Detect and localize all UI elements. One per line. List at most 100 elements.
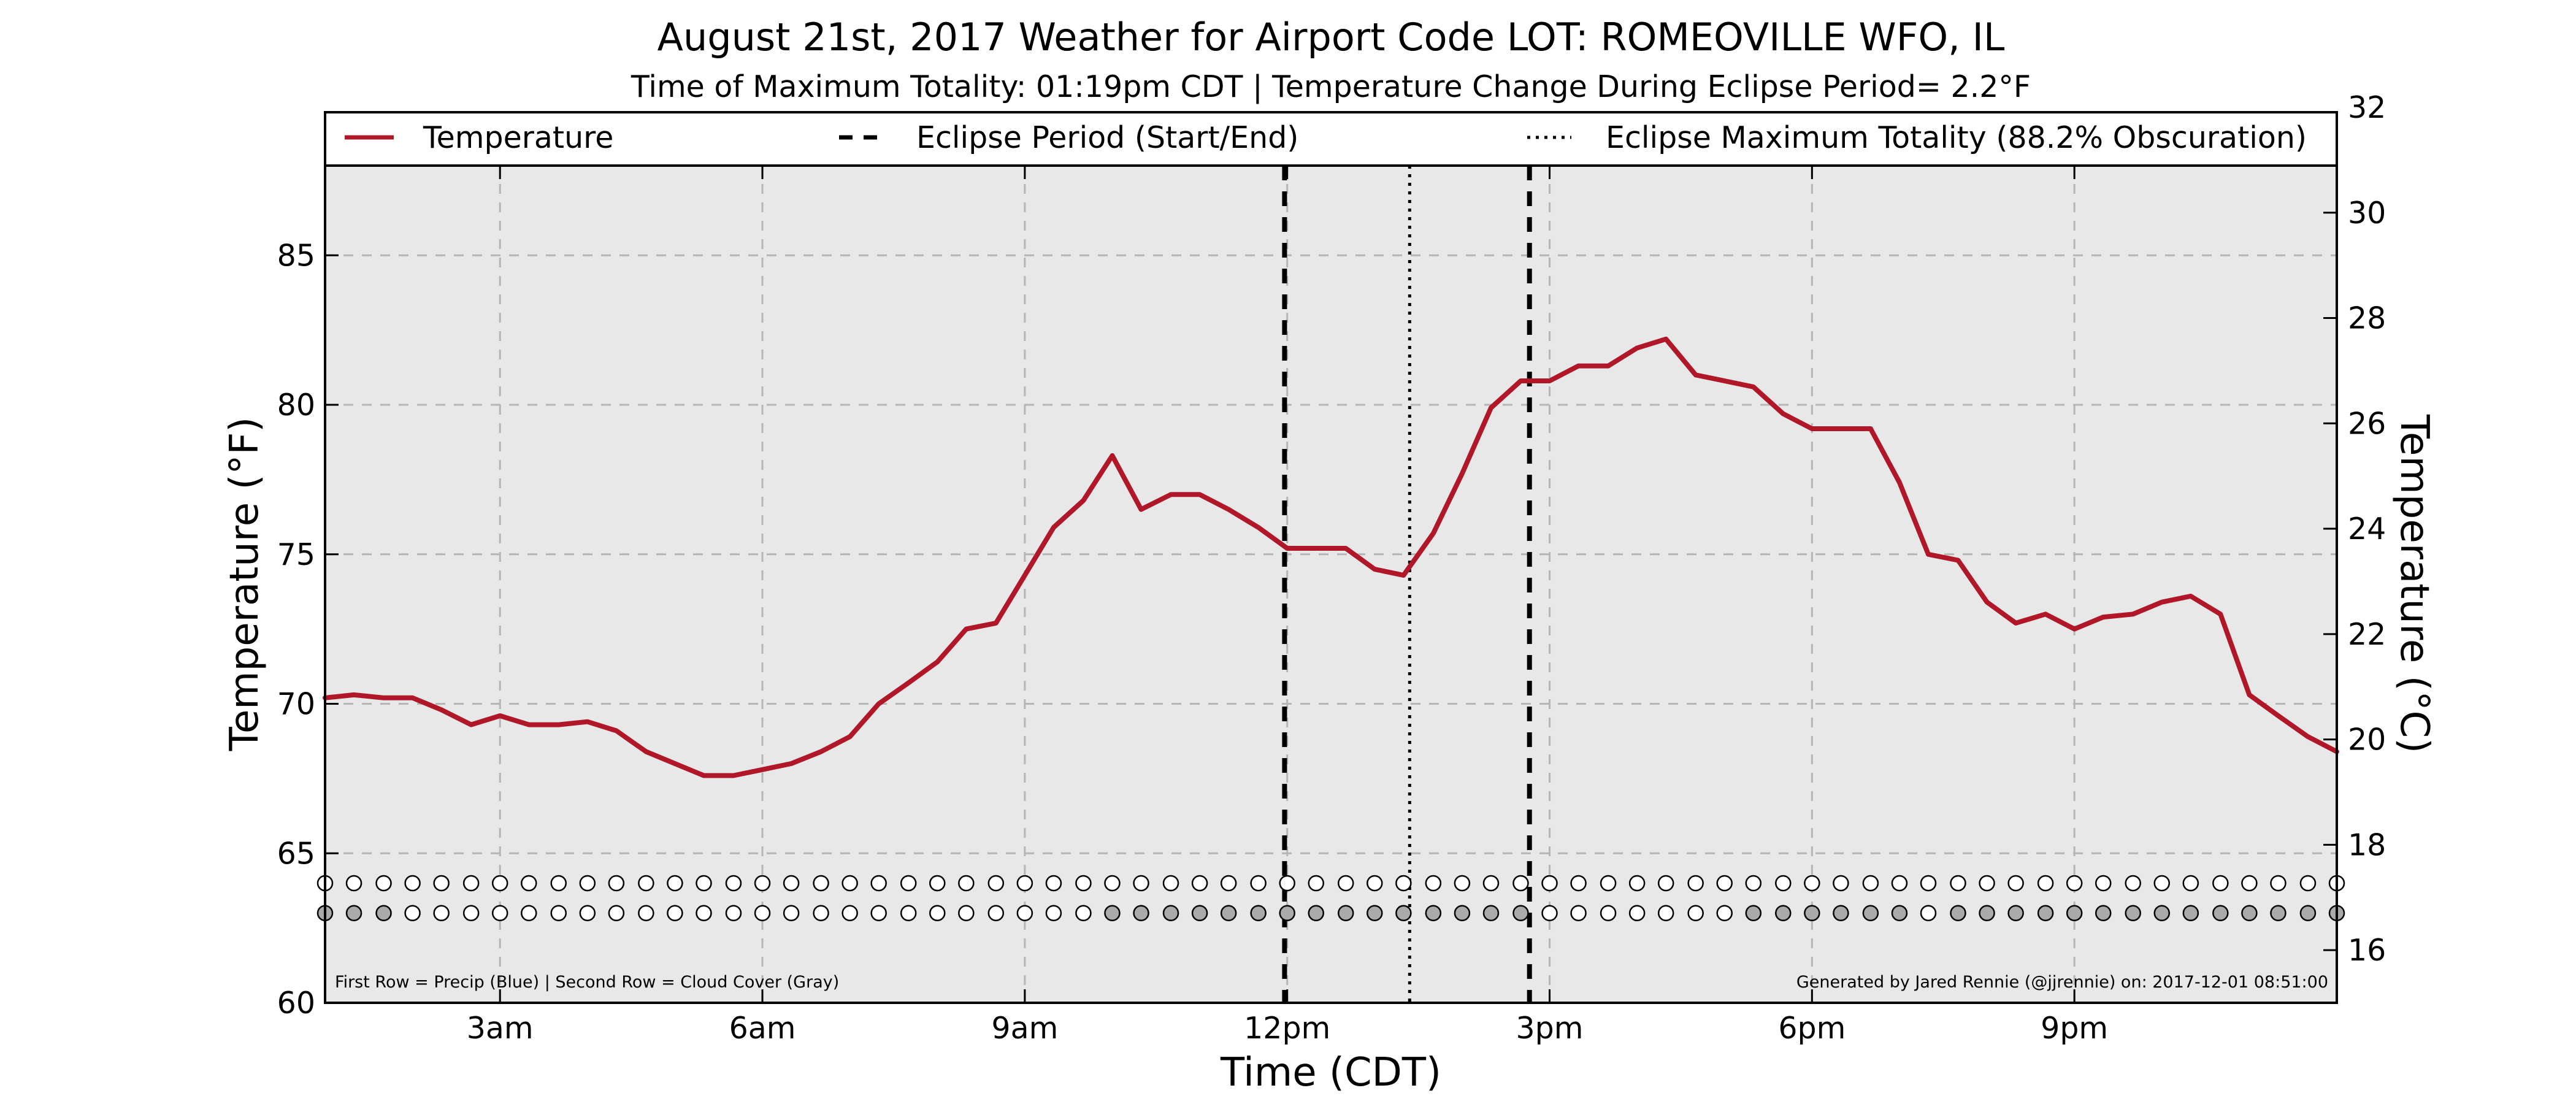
- y-tick-label: 85: [277, 238, 315, 273]
- cloud-dot: [1367, 905, 1383, 921]
- cloud-dot: [345, 905, 362, 921]
- precip-dot: [1716, 875, 1733, 892]
- cloud-dot: [754, 905, 771, 921]
- cloud-dot: [608, 905, 625, 921]
- cloud-dot: [462, 905, 480, 921]
- precip-dot: [841, 875, 858, 892]
- legend-label-temperature: Temperature: [423, 120, 613, 155]
- temperature-line: [323, 336, 2339, 778]
- cloud-dot: [667, 905, 683, 921]
- y-tick-label: 80: [277, 388, 315, 423]
- footnote-left: First Row = Precip (Blue) | Second Row =…: [335, 973, 839, 992]
- cloud-dot: [2270, 905, 2287, 921]
- precip-dot: [1395, 875, 1412, 892]
- cloud-dot: [521, 905, 537, 921]
- eclipse-markers: [1282, 166, 1532, 1003]
- cloud-dot: [1104, 905, 1121, 921]
- precip-dot: [1220, 875, 1237, 892]
- y2-tick-label: 26: [2348, 406, 2386, 441]
- precip-dot: [1016, 875, 1033, 892]
- cloud-dot: [900, 905, 917, 921]
- plot-area: [325, 166, 2337, 1003]
- precip-dot: [987, 875, 1005, 892]
- precip-dot: [2066, 875, 2083, 892]
- precip-dot: [2037, 875, 2054, 892]
- y2-tick-label: 28: [2348, 301, 2386, 336]
- cloud-dot: [870, 905, 887, 921]
- cloud-dot: [1570, 905, 1587, 921]
- cloud-dot: [1191, 905, 1208, 921]
- y-axis-ticks: 60 65 70 75 80 85: [277, 238, 339, 1021]
- y2-tick-label: 32: [2348, 90, 2386, 125]
- cloud-dot: [2212, 905, 2229, 921]
- precip-dot: [2182, 875, 2199, 892]
- cloud-dot: [2066, 905, 2083, 921]
- precip-dot: [1279, 875, 1295, 892]
- precip-dot: [1891, 875, 1908, 892]
- precip-dot: [1541, 875, 1558, 892]
- precip-dot: [1482, 875, 1500, 892]
- precip-dot: [2270, 875, 2287, 892]
- y-tick-label: 60: [277, 986, 315, 1021]
- cloud-dot: [696, 905, 712, 921]
- cloud-dot: [638, 905, 654, 921]
- cloud-dot: [2007, 905, 2024, 921]
- precip-dot: [345, 875, 362, 892]
- y-tick-label: 70: [277, 687, 315, 722]
- y-tick-label: 65: [277, 836, 315, 871]
- cloud-dot: [2125, 905, 2141, 921]
- cloud-dot: [1628, 905, 1646, 921]
- x-tick-label: 9am: [991, 1011, 1058, 1046]
- cloud-dot: [1512, 905, 1529, 921]
- cloud-dot: [813, 905, 829, 921]
- cloud-dot: [1075, 905, 1092, 921]
- precip-dot: [1920, 875, 1937, 892]
- cloud-dot: [958, 905, 975, 921]
- precip-dot: [404, 875, 421, 892]
- cloud-dot: [1687, 905, 1704, 921]
- precip-dot: [462, 875, 480, 892]
- y2-axis-ticks: 16 18 20 22 24 26 28 30 32: [2323, 90, 2386, 968]
- x-tick-label: 6am: [729, 1011, 796, 1046]
- cloud-dot: [1337, 905, 1354, 921]
- legend-label-eclipse-period: Eclipse Period (Start/End): [916, 120, 1298, 155]
- precip-dot: [1600, 875, 1617, 892]
- cloud-dot: [2182, 905, 2199, 921]
- precip-dot: [2299, 875, 2317, 892]
- cloud-dot: [1657, 905, 1674, 921]
- precip-dot: [1162, 875, 1179, 892]
- precip-dot: [550, 875, 567, 892]
- precip-dot: [813, 875, 829, 892]
- precip-dot: [579, 875, 596, 892]
- cloud-dot: [1950, 905, 1966, 921]
- cloud-dot: [987, 905, 1005, 921]
- precip-dot: [725, 875, 742, 892]
- cloud-dot: [375, 905, 392, 921]
- chart-subtitle: Time of Maximum Totality: 01:19pm CDT | …: [631, 69, 2031, 104]
- precip-dot: [2125, 875, 2141, 892]
- cloud-dot: [1162, 905, 1179, 921]
- precip-dot: [1454, 875, 1471, 892]
- cloud-dot: [1454, 905, 1471, 921]
- y-axis-label: Temperature (°F): [222, 417, 267, 752]
- precip-dot: [1512, 875, 1529, 892]
- precip-dot: [1687, 875, 1704, 892]
- x-axis-ticks: 3am 6am 9am 12pm 3pm 6pm 9pm: [467, 166, 2108, 1046]
- y2-tick-label: 18: [2348, 827, 2386, 862]
- precip-dot: [433, 875, 450, 892]
- precip-dot: [1425, 875, 1442, 892]
- precip-dot: [1308, 875, 1325, 892]
- cloud-dot: [1220, 905, 1237, 921]
- x-tick-label: 6pm: [1778, 1011, 1846, 1046]
- precip-dot: [2153, 875, 2171, 892]
- precip-dot: [1862, 875, 1879, 892]
- precip-dot: [1979, 875, 1995, 892]
- cloud-dot: [1600, 905, 1617, 921]
- cloud-dot: [1045, 905, 1062, 921]
- cloud-dot: [1891, 905, 1908, 921]
- cloud-dot: [1425, 905, 1442, 921]
- precip-dot: [1775, 875, 1792, 892]
- cloud-dot: [404, 905, 421, 921]
- cloud-dot: [841, 905, 858, 921]
